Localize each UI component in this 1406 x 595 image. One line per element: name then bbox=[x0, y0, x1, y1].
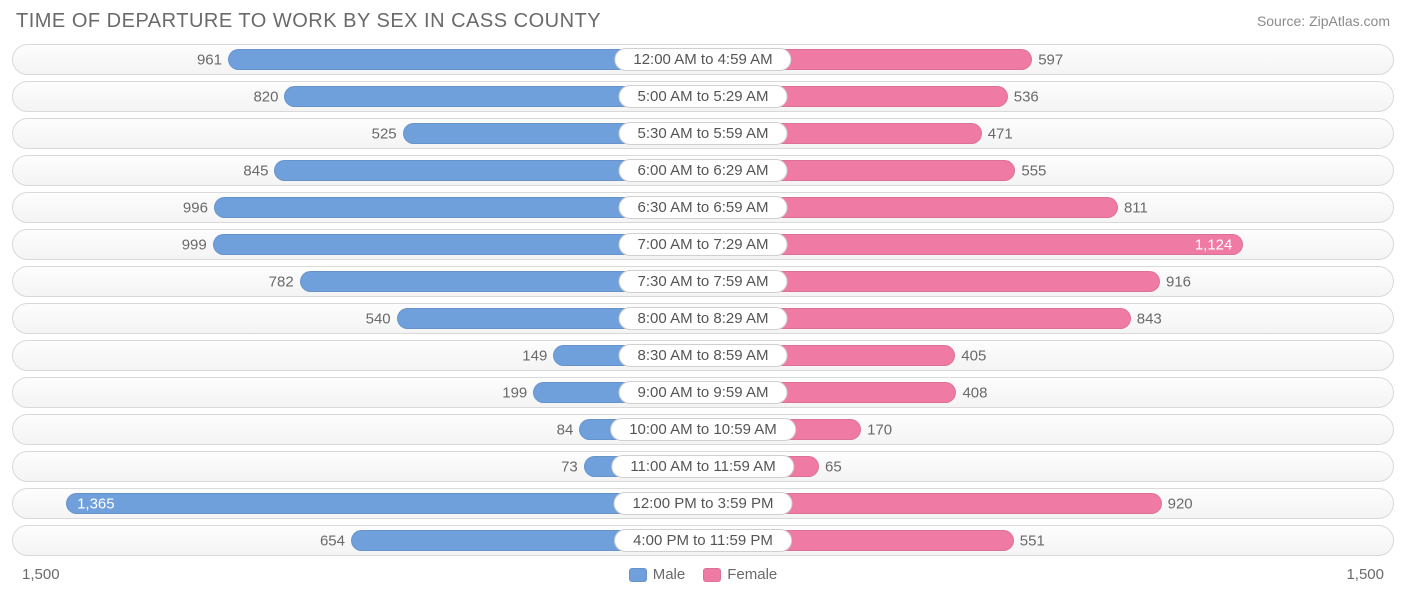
chart-row: 73 65 11:00 AM to 11:59 AM bbox=[12, 451, 1394, 482]
value-male: 540 bbox=[366, 310, 391, 327]
legend-label-male: Male bbox=[653, 566, 686, 583]
legend-label-female: Female bbox=[727, 566, 777, 583]
value-female: 555 bbox=[1021, 162, 1046, 179]
chart-row: 961 597 12:00 AM to 4:59 AM bbox=[12, 44, 1394, 75]
chart-rows: 961 597 12:00 AM to 4:59 AM 820 536 5:00 AM t… bbox=[12, 40, 1394, 556]
value-female: 405 bbox=[961, 347, 986, 364]
chart-row: 199 408 9:00 AM to 9:59 AM bbox=[12, 377, 1394, 408]
chart-footer: 1,500 Male Female 1,500 bbox=[12, 562, 1394, 583]
value-female: 170 bbox=[867, 421, 892, 438]
legend-item-male: Male bbox=[629, 566, 686, 583]
value-female: 408 bbox=[962, 384, 987, 401]
chart-row: 654 551 4:00 PM to 11:59 PM bbox=[12, 525, 1394, 556]
chart-header: TIME OF DEPARTURE TO WORK BY SEX IN CASS… bbox=[12, 6, 1394, 40]
value-male: 654 bbox=[320, 532, 345, 549]
butterfly-chart: TIME OF DEPARTURE TO WORK BY SEX IN CASS… bbox=[0, 0, 1406, 595]
value-male: 961 bbox=[197, 51, 222, 68]
legend-swatch-male bbox=[629, 568, 647, 582]
value-female: 1,124 bbox=[1195, 236, 1233, 253]
value-male: 845 bbox=[243, 162, 268, 179]
value-female: 471 bbox=[988, 125, 1013, 142]
value-female: 597 bbox=[1038, 51, 1063, 68]
value-female: 920 bbox=[1168, 495, 1193, 512]
category-pill: 7:30 AM to 7:59 AM bbox=[619, 270, 788, 293]
value-male: 782 bbox=[269, 273, 294, 290]
chart-row: 525 471 5:30 AM to 5:59 AM bbox=[12, 118, 1394, 149]
value-female: 843 bbox=[1137, 310, 1162, 327]
chart-title: TIME OF DEPARTURE TO WORK BY SEX IN CASS… bbox=[16, 10, 601, 33]
axis-right-max: 1,500 bbox=[1346, 566, 1384, 583]
category-pill: 6:30 AM to 6:59 AM bbox=[619, 196, 788, 219]
value-male: 996 bbox=[183, 199, 208, 216]
value-male: 999 bbox=[182, 236, 207, 253]
chart-row: 845 555 6:00 AM to 6:29 AM bbox=[12, 155, 1394, 186]
category-pill: 7:00 AM to 7:29 AM bbox=[619, 233, 788, 256]
category-pill: 5:30 AM to 5:59 AM bbox=[619, 122, 788, 145]
category-pill: 10:00 AM to 10:59 AM bbox=[610, 418, 796, 441]
axis-left-max: 1,500 bbox=[22, 566, 60, 583]
value-female: 536 bbox=[1014, 88, 1039, 105]
value-male: 525 bbox=[372, 125, 397, 142]
category-pill: 11:00 AM to 11:59 AM bbox=[611, 455, 794, 478]
value-female: 916 bbox=[1166, 273, 1191, 290]
value-female: 811 bbox=[1124, 199, 1148, 216]
chart-row: 999 1,124 7:00 AM to 7:29 AM bbox=[12, 229, 1394, 260]
chart-row: 540 843 8:00 AM to 8:29 AM bbox=[12, 303, 1394, 334]
chart-row: 820 536 5:00 AM to 5:29 AM bbox=[12, 81, 1394, 112]
legend-item-female: Female bbox=[703, 566, 777, 583]
category-pill: 4:00 PM to 11:59 PM bbox=[614, 529, 792, 552]
category-pill: 12:00 AM to 4:59 AM bbox=[614, 48, 791, 71]
chart-row: 149 405 8:30 AM to 8:59 AM bbox=[12, 340, 1394, 371]
chart-row: 84 170 10:00 AM to 10:59 AM bbox=[12, 414, 1394, 445]
value-male: 199 bbox=[502, 384, 527, 401]
value-male: 84 bbox=[557, 421, 574, 438]
category-pill: 9:00 AM to 9:59 AM bbox=[619, 381, 788, 404]
chart-row: 996 811 6:30 AM to 6:59 AM bbox=[12, 192, 1394, 223]
category-pill: 6:00 AM to 6:29 AM bbox=[619, 159, 788, 182]
chart-row: 782 916 7:30 AM to 7:59 AM bbox=[12, 266, 1394, 297]
value-male: 149 bbox=[522, 347, 547, 364]
value-male: 1,365 bbox=[77, 495, 115, 512]
value-female: 65 bbox=[825, 458, 842, 475]
chart-row: 1,365 920 12:00 PM to 3:59 PM bbox=[12, 488, 1394, 519]
category-pill: 8:30 AM to 8:59 AM bbox=[619, 344, 788, 367]
chart-source: Source: ZipAtlas.com bbox=[1257, 13, 1390, 29]
category-pill: 5:00 AM to 5:29 AM bbox=[619, 85, 788, 108]
category-pill: 12:00 PM to 3:59 PM bbox=[614, 492, 793, 515]
bar-male bbox=[66, 493, 703, 514]
legend: Male Female bbox=[629, 566, 778, 583]
category-pill: 8:00 AM to 8:29 AM bbox=[619, 307, 788, 330]
legend-swatch-female bbox=[703, 568, 721, 582]
value-male: 73 bbox=[561, 458, 578, 475]
value-male: 820 bbox=[253, 88, 278, 105]
value-female: 551 bbox=[1020, 532, 1045, 549]
